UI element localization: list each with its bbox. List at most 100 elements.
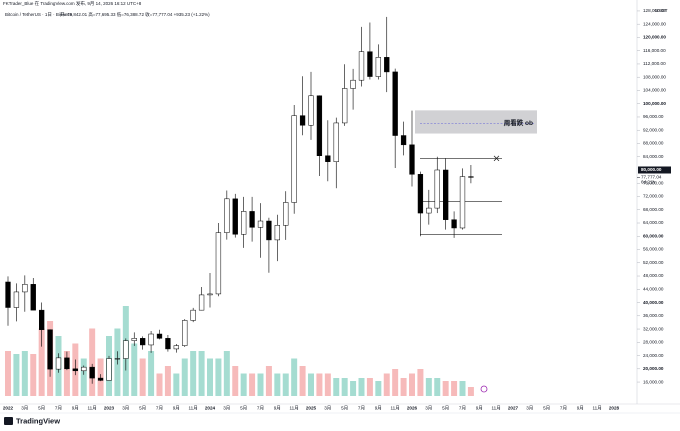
candle-body — [451, 219, 457, 229]
x-tick-label: 7月 — [156, 406, 163, 412]
y-tick-label: 48,000.00 — [643, 273, 664, 278]
volume-bar — [442, 381, 449, 396]
volume-bar — [299, 366, 306, 396]
y-tick-label: 24,000.00 — [643, 353, 664, 358]
y-tick-label: 124,000.00 — [643, 21, 666, 26]
volume-bar — [190, 351, 197, 396]
candle-body — [22, 284, 28, 293]
x-tick-label: 7月 — [459, 406, 466, 412]
volume-bar — [5, 351, 11, 396]
x-tick-label: 5月 — [543, 406, 550, 412]
volume-bar — [232, 366, 239, 396]
candle-body — [283, 202, 289, 226]
candle-body — [165, 338, 171, 350]
x-tick-label: 3月 — [122, 406, 129, 412]
volume-bar — [282, 373, 289, 396]
y-tick-label: 32,000.00 — [643, 326, 664, 331]
candle-body — [417, 174, 424, 214]
volume-bar — [375, 381, 382, 396]
x-tick-label: 9月 — [476, 406, 483, 412]
x-tick-label: 5月 — [139, 406, 146, 412]
volume-bar — [13, 354, 20, 396]
volume-bar — [459, 381, 466, 396]
volume-bar — [316, 373, 323, 396]
volume-bar — [366, 378, 373, 396]
y-tick-label: 84,000.00 — [643, 154, 664, 159]
candle-body — [72, 368, 78, 372]
x-tick-label: 3月 — [425, 406, 432, 412]
volume-bar — [257, 373, 264, 396]
candle-body — [274, 225, 280, 241]
candle-body — [266, 220, 272, 241]
y-tick-label: 56,000.00 — [643, 247, 664, 252]
candle-body — [148, 333, 154, 346]
y-tick-label: 76,000.00 — [643, 180, 664, 185]
x-tick-label: 11月 — [289, 406, 298, 412]
candle-body — [257, 220, 264, 228]
candle-body — [316, 95, 323, 156]
volume-bar — [156, 373, 163, 396]
candle-body — [409, 144, 415, 175]
volume-bar — [181, 358, 188, 396]
countdown: 6d 21h — [641, 180, 655, 185]
volume-bar — [400, 378, 407, 396]
candle-body — [207, 293, 213, 296]
x-tick-label: 3月 — [223, 406, 230, 412]
candle-body — [426, 207, 432, 214]
volume-bar — [274, 373, 281, 396]
candle-body — [190, 309, 196, 321]
x-tick-label: 2026 — [407, 406, 418, 411]
y-tick-label: 108,000.00 — [643, 74, 666, 79]
x-tick-label: 2027 — [508, 406, 519, 411]
candle-body — [47, 329, 53, 370]
candle-body — [215, 232, 222, 295]
y-tick-label: 68,000.00 — [643, 207, 664, 212]
candle-body — [443, 169, 449, 220]
event-icon[interactable] — [480, 385, 488, 393]
y-tick-label: 20,000.00 — [643, 366, 664, 371]
volume-bar — [333, 378, 340, 396]
candle-body — [114, 358, 121, 360]
volume-bar — [383, 373, 390, 396]
candle-body — [325, 155, 331, 162]
candle-body — [39, 309, 45, 330]
candle-body — [198, 294, 205, 311]
y-tick-label: 104,000.00 — [643, 88, 666, 93]
candle-body — [308, 95, 314, 126]
marked-price-box — [638, 166, 671, 174]
y-tick-label: 52,000.00 — [643, 260, 664, 265]
volume-bar — [164, 366, 171, 396]
candle-body — [392, 71, 398, 136]
x-tick-label: 3月 — [324, 406, 331, 412]
candle-body — [232, 198, 238, 235]
volume-bar — [207, 358, 213, 396]
x-tick-label: 7月 — [560, 406, 567, 412]
candle-body — [13, 291, 20, 308]
ob-label: 周看跌 ob — [504, 118, 533, 127]
volume-bar — [198, 351, 205, 396]
x-tick-label: 2024 — [205, 406, 216, 411]
volume-bar — [308, 373, 314, 396]
y-tick-label: 44,000.00 — [643, 286, 664, 291]
candle-body — [375, 57, 381, 77]
symbol-title: Bitcoin / TetherUS · 1日 · Binance — [5, 12, 73, 18]
candle-body — [182, 320, 188, 346]
candle-body — [350, 79, 356, 89]
y-tick-label: 16,000.00 — [643, 379, 664, 384]
volume-bar — [148, 351, 155, 396]
candle-body — [342, 88, 348, 124]
x-tick-label: 2023 — [104, 406, 115, 411]
y-tick-label: 112,000.00 — [643, 61, 666, 66]
candle-body — [123, 340, 129, 359]
x-tick-label: 5月 — [442, 406, 449, 412]
x-tick-label: 9月 — [577, 406, 584, 412]
x-tick-label: 5月 — [38, 406, 45, 412]
y-tick-label: 88,000.00 — [643, 141, 664, 146]
y-tick-label: 100,000.00 — [643, 101, 666, 106]
volume-bar — [173, 373, 180, 396]
volume-bar — [265, 366, 272, 396]
ohlc-text: 开=76,842.01 高=77,695.33 低=76,388.72 收=77… — [60, 11, 210, 18]
volume-bar — [291, 358, 298, 396]
volume-bar — [38, 328, 45, 396]
volume-bar — [392, 369, 399, 396]
